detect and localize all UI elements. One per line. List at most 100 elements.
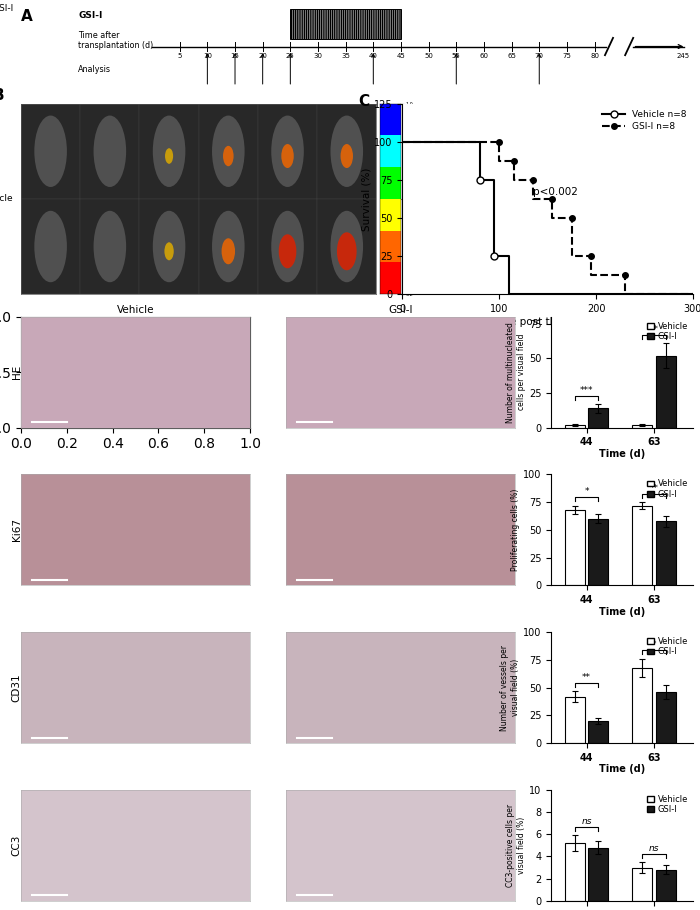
Ellipse shape: [279, 234, 296, 268]
Text: 25: 25: [286, 53, 295, 59]
Bar: [258, 104, 317, 199]
Text: 75: 75: [563, 53, 571, 59]
Legend: Vehicle, GSI-I: Vehicle, GSI-I: [646, 479, 689, 500]
Bar: [656, 693, 676, 743]
Ellipse shape: [164, 242, 174, 260]
Bar: [80, 199, 139, 294]
Text: GSI-I: GSI-I: [0, 4, 14, 13]
Bar: [258, 199, 317, 294]
Bar: [588, 409, 608, 428]
Y-axis label: CC3: CC3: [12, 834, 22, 856]
Ellipse shape: [330, 211, 363, 282]
X-axis label: Time (d): Time (d): [599, 449, 645, 459]
Ellipse shape: [94, 116, 126, 187]
Ellipse shape: [222, 238, 235, 264]
Text: **: **: [650, 484, 659, 492]
Ellipse shape: [153, 116, 186, 187]
X-axis label: Time (d): Time (d): [599, 607, 645, 617]
Bar: [588, 519, 608, 585]
Ellipse shape: [272, 116, 304, 187]
Text: **: **: [582, 672, 591, 682]
Y-axis label: CC3-positive cells per
visual field (%): CC3-positive cells per visual field (%): [506, 804, 526, 887]
Bar: [656, 521, 676, 585]
Bar: [588, 721, 608, 743]
Ellipse shape: [272, 211, 304, 282]
Bar: [564, 425, 584, 428]
Y-axis label: Number of vessels per
visual field (%): Number of vessels per visual field (%): [500, 644, 520, 731]
Ellipse shape: [212, 116, 244, 187]
Text: 55: 55: [452, 53, 461, 59]
Text: 35: 35: [341, 53, 350, 59]
Bar: [656, 870, 676, 901]
Ellipse shape: [330, 116, 363, 187]
Ellipse shape: [94, 211, 126, 282]
Text: 10: 10: [203, 53, 212, 59]
Legend: Vehicle n=8, GSI-I n=8: Vehicle n=8, GSI-I n=8: [601, 108, 689, 133]
Text: p<0.002: p<0.002: [533, 187, 578, 197]
Text: C: C: [358, 94, 370, 109]
Text: 40: 40: [369, 53, 378, 59]
Bar: [656, 356, 676, 428]
Text: 50: 50: [424, 53, 433, 59]
Text: Time after
transplantation (d): Time after transplantation (d): [78, 31, 153, 50]
Text: ns: ns: [581, 817, 592, 826]
Text: *: *: [584, 487, 589, 496]
Bar: [632, 867, 652, 901]
Ellipse shape: [340, 144, 353, 168]
Bar: [199, 104, 258, 199]
Text: A: A: [21, 9, 33, 24]
Bar: [21, 104, 80, 199]
Y-axis label: Proliferating cells (%): Proliferating cells (%): [511, 489, 520, 571]
Y-axis label: Ki67: Ki67: [12, 519, 22, 541]
Text: 70: 70: [535, 53, 544, 59]
Text: 15: 15: [230, 53, 239, 59]
Text: 245: 245: [676, 53, 690, 59]
Text: 80: 80: [590, 53, 599, 59]
Y-axis label: CD31: CD31: [12, 673, 22, 702]
Legend: Vehicle, GSI-I: Vehicle, GSI-I: [646, 321, 689, 342]
Text: 20: 20: [258, 53, 267, 59]
Bar: [588, 847, 608, 901]
Y-axis label: HE: HE: [12, 365, 22, 379]
Text: 60: 60: [480, 53, 489, 59]
Bar: [564, 510, 584, 585]
Title: GSI-I: GSI-I: [389, 305, 413, 315]
Ellipse shape: [165, 148, 173, 164]
Ellipse shape: [337, 232, 356, 270]
Ellipse shape: [34, 211, 67, 282]
Text: 65: 65: [508, 53, 516, 59]
Legend: Vehicle, GSI-I: Vehicle, GSI-I: [646, 636, 689, 657]
Bar: [80, 104, 139, 199]
Ellipse shape: [34, 116, 67, 187]
Text: 5: 5: [178, 53, 182, 59]
Bar: [632, 668, 652, 743]
Text: 30: 30: [314, 53, 323, 59]
Text: Analysis: Analysis: [78, 65, 111, 74]
Title: Vehicle: Vehicle: [117, 305, 154, 315]
Text: ns: ns: [649, 844, 659, 853]
Bar: [199, 199, 258, 294]
Bar: [317, 104, 377, 199]
X-axis label: Time post therapy (d): Time post therapy (d): [491, 317, 604, 327]
Bar: [632, 506, 652, 585]
Bar: [632, 425, 652, 428]
Text: 45: 45: [397, 53, 405, 59]
Text: *: *: [652, 641, 657, 650]
Ellipse shape: [223, 146, 234, 167]
Bar: [21, 199, 80, 294]
Bar: [290, 9, 401, 39]
Bar: [139, 104, 199, 199]
X-axis label: Time (d): Time (d): [599, 764, 645, 774]
Bar: [139, 199, 199, 294]
Text: Vehicle: Vehicle: [0, 195, 14, 204]
Ellipse shape: [212, 211, 244, 282]
Bar: [564, 696, 584, 743]
Text: B: B: [0, 88, 4, 104]
Text: **: **: [650, 325, 659, 334]
Text: GSI-I: GSI-I: [78, 11, 102, 19]
Text: ***: ***: [580, 386, 594, 395]
Y-axis label: Number of multinucleated
cells per visual field: Number of multinucleated cells per visua…: [506, 322, 526, 422]
Legend: Vehicle, GSI-I: Vehicle, GSI-I: [646, 794, 689, 815]
Ellipse shape: [153, 211, 186, 282]
Y-axis label: Survival (%): Survival (%): [361, 167, 371, 230]
